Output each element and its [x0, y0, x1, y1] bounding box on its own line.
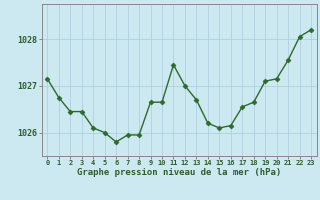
X-axis label: Graphe pression niveau de la mer (hPa): Graphe pression niveau de la mer (hPa)	[77, 168, 281, 177]
